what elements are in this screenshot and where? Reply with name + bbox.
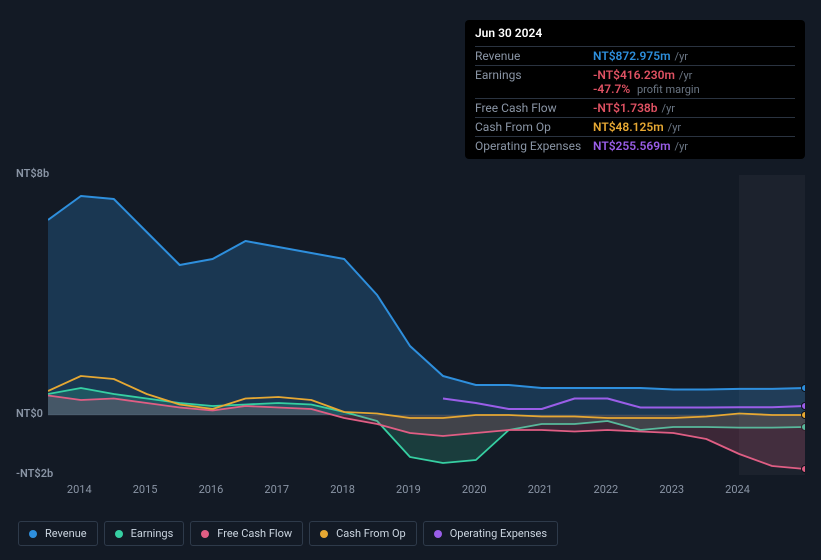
legend-label: Earnings (131, 527, 174, 540)
x-axis-label: 2022 (594, 483, 619, 496)
legend-dot-icon (320, 530, 328, 538)
x-axis-label: 2020 (462, 483, 487, 496)
legend-item-revenue[interactable]: Revenue (18, 521, 98, 546)
x-axis-label: 2018 (330, 483, 355, 496)
chart-plot-area[interactable] (48, 175, 805, 475)
tooltip-date: Jun 30 2024 (475, 26, 795, 44)
tooltip-value-wrap: NT$255.569m/yr (593, 139, 688, 153)
legend-label: Revenue (45, 527, 87, 540)
chart-tooltip: Jun 30 2024 RevenueNT$872.975m/yrEarning… (465, 20, 805, 159)
series-end-marker-revenue[interactable] (802, 385, 806, 392)
legend-item-cfo[interactable]: Cash From Op (309, 521, 417, 546)
tooltip-label: Revenue (475, 49, 593, 63)
tooltip-label: Free Cash Flow (475, 101, 593, 115)
x-axis-label: 2023 (659, 483, 684, 496)
tooltip-row: RevenueNT$872.975m/yr (475, 46, 795, 65)
x-axis-label: 2021 (528, 483, 553, 496)
tooltip-suffix: /yr (675, 140, 688, 153)
tooltip-value: NT$255.569m (593, 139, 671, 153)
legend-dot-icon (29, 530, 37, 538)
legend-dot-icon (115, 530, 123, 538)
legend-label: Free Cash Flow (217, 527, 292, 540)
x-axis-label: 2015 (133, 483, 158, 496)
legend-item-earnings[interactable]: Earnings (104, 521, 185, 546)
tooltip-value: -NT$416.230m (593, 68, 675, 82)
tooltip-suffix: /yr (675, 50, 688, 63)
series-end-marker-opex[interactable] (802, 403, 806, 410)
tooltip-row: Earnings-NT$416.230m/yr -47.7% profit mar… (475, 65, 795, 98)
series-end-marker-cfo[interactable] (802, 412, 806, 419)
x-axis-label: 2014 (67, 483, 92, 496)
tooltip-value: NT$48.125m (593, 120, 664, 134)
tooltip-value: -NT$1.738b (593, 101, 658, 115)
tooltip-label: Cash From Op (475, 120, 593, 134)
y-axis-label: NT$8b (16, 167, 49, 180)
tooltip-suffix: /yr (668, 121, 681, 134)
tooltip-extra-value: -47.7% (593, 82, 630, 96)
tooltip-value: NT$872.975m (593, 49, 671, 63)
tooltip-value-wrap: NT$48.125m/yr (593, 120, 681, 134)
tooltip-extra-text: profit margin (634, 83, 699, 96)
tooltip-row: Cash From OpNT$48.125m/yr (475, 117, 795, 136)
tooltip-label: Earnings (475, 68, 593, 82)
chart-legend: Revenue Earnings Free Cash Flow Cash From O… (18, 521, 558, 546)
tooltip-value-wrap: -NT$416.230m/yr -47.7% profit margin (593, 68, 700, 96)
legend-label: Operating Expenses (450, 527, 547, 540)
legend-item-fcf[interactable]: Free Cash Flow (190, 521, 303, 546)
tooltip-rows: RevenueNT$872.975m/yrEarnings-NT$416.230… (475, 46, 795, 155)
tooltip-suffix: /yr (662, 102, 675, 115)
x-axis-label: 2016 (199, 483, 224, 496)
tooltip-row: Free Cash Flow-NT$1.738b/yr (475, 98, 795, 117)
x-axis-label: 2017 (264, 483, 289, 496)
x-axis-label: 2019 (396, 483, 421, 496)
tooltip-suffix: /yr (679, 69, 692, 82)
legend-dot-icon (201, 530, 209, 538)
legend-item-opex[interactable]: Operating Expenses (423, 521, 558, 546)
x-axis-label: 2024 (725, 483, 750, 496)
tooltip-value-wrap: NT$872.975m/yr (593, 49, 688, 63)
series-end-marker-fcf[interactable] (802, 466, 806, 473)
earnings-revenue-chart[interactable]: NT$8bNT$0-NT$2b 201420152016201720182019… (16, 160, 805, 500)
y-axis-label: NT$0 (16, 407, 43, 420)
legend-label: Cash From Op (336, 527, 406, 540)
legend-dot-icon (434, 530, 442, 538)
tooltip-row: Operating ExpensesNT$255.569m/yr (475, 136, 795, 155)
tooltip-label: Operating Expenses (475, 139, 593, 153)
tooltip-value-wrap: -NT$1.738b/yr (593, 101, 675, 115)
series-area-revenue (48, 196, 805, 415)
